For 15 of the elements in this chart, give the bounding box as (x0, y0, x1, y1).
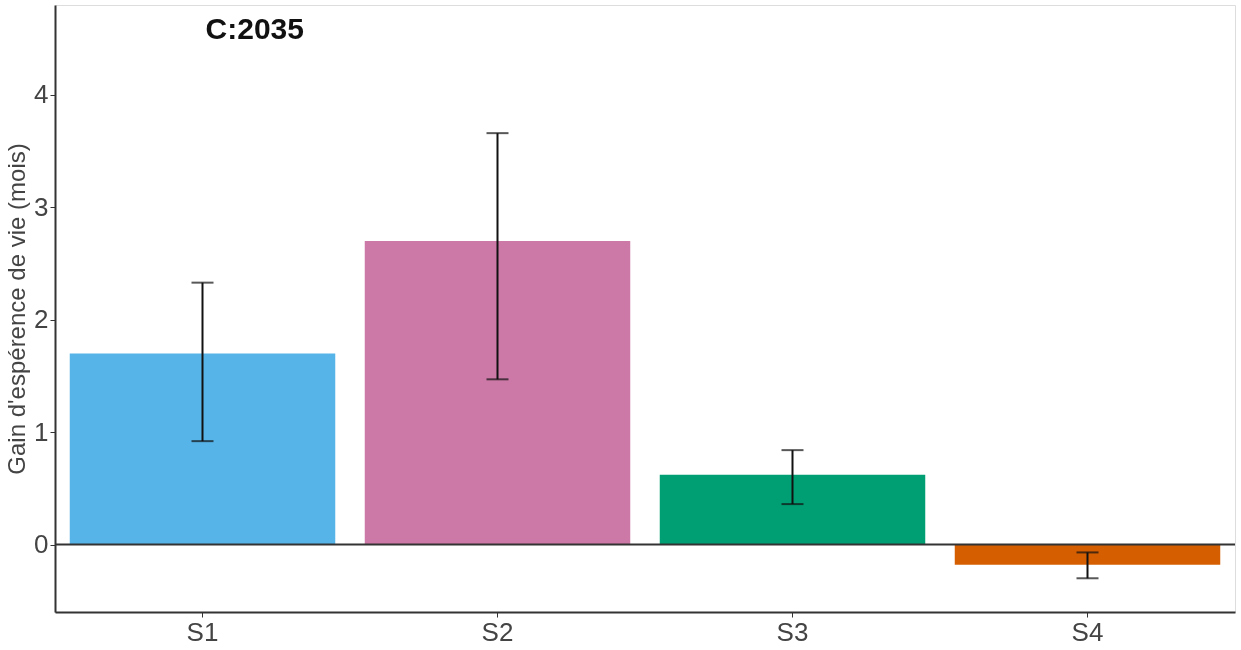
y-tick-label: 3 (34, 191, 49, 222)
y-tick-label: 0 (34, 529, 49, 560)
y-tick-label: 4 (34, 79, 49, 110)
x-tick-label: S2 (481, 616, 514, 647)
bar (954, 544, 1221, 565)
y-tick-label: 2 (34, 304, 49, 335)
bar (364, 241, 631, 545)
x-tick-label: S3 (776, 616, 809, 647)
x-tick-label: S1 (186, 616, 219, 647)
bar (69, 353, 336, 545)
chart-title: C:2035 (205, 12, 304, 45)
y-tick-label: 1 (34, 416, 49, 447)
bar (659, 474, 926, 545)
y-axis-title: Gain d'espérence de vie (mois) (3, 143, 31, 475)
x-tick-label: S4 (1071, 616, 1104, 647)
